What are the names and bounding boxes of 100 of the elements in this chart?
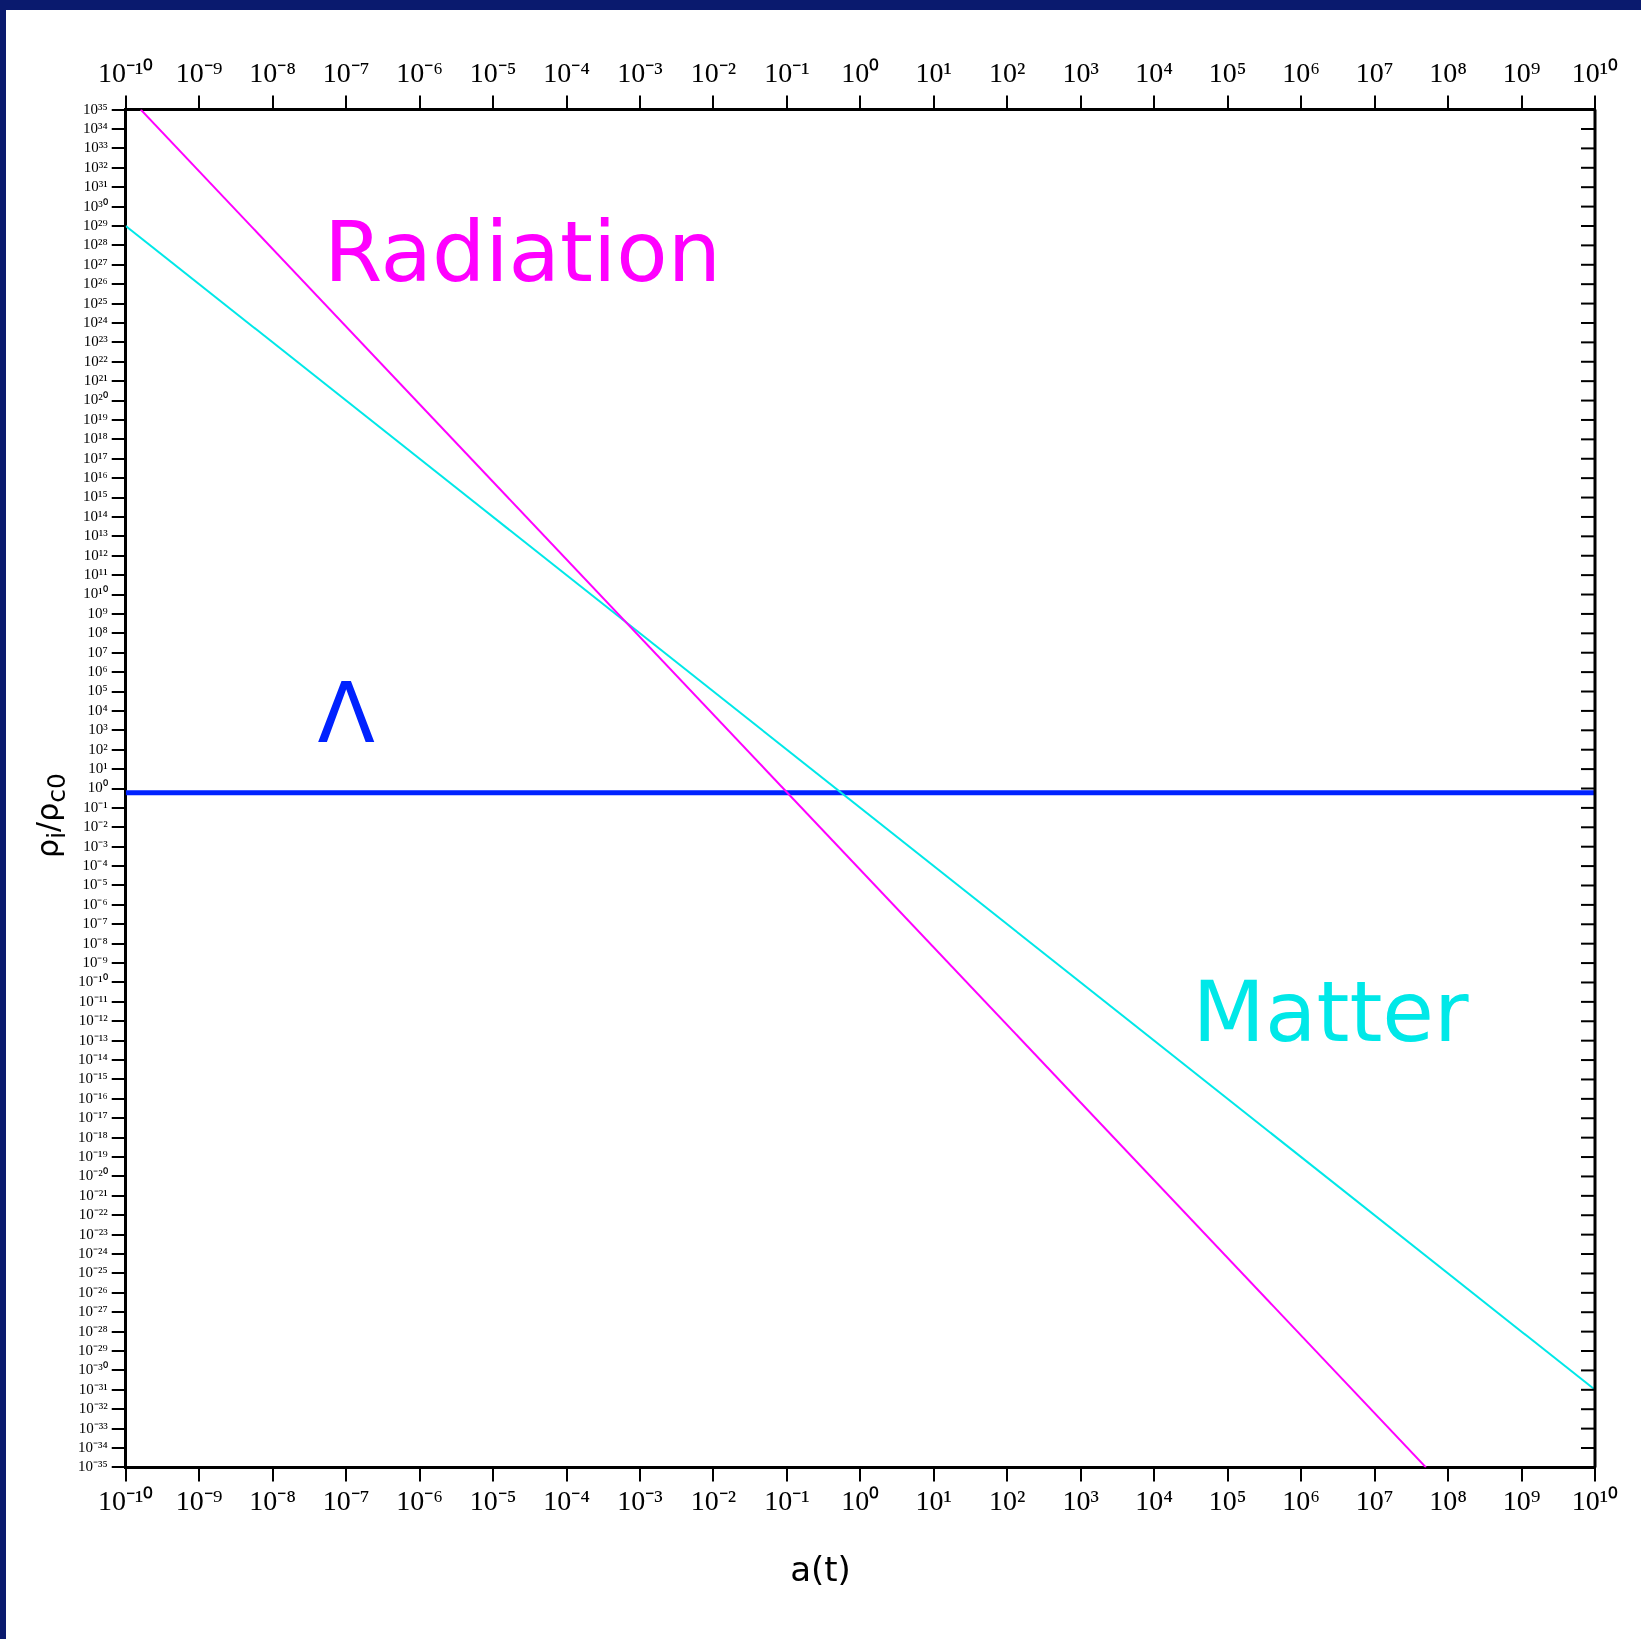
x-tick-label: 10⁻⁴	[543, 1484, 590, 1516]
y-tick-label: 10¹⁴	[82, 507, 108, 524]
x-tick-label: 10²	[989, 1484, 1026, 1516]
text: 10⁵	[1208, 57, 1247, 89]
y-tick-label: 10⁻¹⁵	[77, 1070, 108, 1087]
y-tick-label: 10¹⁸	[82, 430, 108, 447]
y-tick-label: 10⁰	[87, 779, 108, 796]
text: 10⁻⁴	[543, 57, 590, 89]
y-tick-label: 10²³	[83, 333, 109, 350]
y-tick-label: 10³	[88, 721, 109, 738]
y-tick-label: 10⁻³⁴	[77, 1438, 108, 1455]
y-tick-label: 10⁶	[87, 663, 108, 680]
y-tick-label: 10⁻²⁹	[77, 1341, 108, 1358]
y-tick-label: 10⁻³³	[78, 1419, 109, 1436]
y-tick-label: 10²⁸	[82, 236, 108, 253]
text: 10⁷	[1355, 57, 1394, 89]
y-tick-label: 10⁻¹¹	[78, 992, 108, 1009]
y-tick-label: 10⁸	[87, 624, 108, 641]
y-tick-label: 10⁻¹⁹	[77, 1147, 108, 1164]
y-tick-label: 10⁻¹³	[78, 1031, 109, 1048]
text: 10⁻⁸	[249, 57, 297, 89]
text: 10⁸	[1429, 57, 1467, 89]
x-tick-label: 10⁹	[1502, 1484, 1541, 1516]
y-tick-label: 10³²	[83, 158, 109, 175]
y-tick-label: 10⁻²¹	[78, 1186, 108, 1203]
y-tick-label: 10¹⁷	[82, 449, 108, 466]
y-tick-label: 10²⁶	[82, 275, 108, 292]
y-tick-label: 10⁻⁷	[82, 915, 108, 932]
x-tick-label: 10⁻⁷	[322, 1484, 370, 1516]
y-tick-label: 10⁻²⁵	[77, 1264, 108, 1281]
x-tick-label: 10⁶	[1282, 1484, 1321, 1516]
y-tick-label: 10²⁴	[82, 313, 108, 330]
y-tick-label: 10⁻³⁰	[78, 1361, 108, 1378]
y-tick-label: 10²⁷	[82, 255, 108, 272]
y-tick-label: 10³⁰	[83, 197, 108, 214]
x-tick-label: 10⁻⁹	[175, 1484, 223, 1516]
y-tick-label: 10²⁰	[83, 391, 108, 408]
y-tick-label: 10⁻⁸	[82, 934, 108, 951]
y-tick-label: 10⁻²⁴	[77, 1244, 108, 1261]
y-tick-label: 10²	[88, 740, 109, 757]
x-tick-label: 10⁵	[1208, 1484, 1247, 1516]
y-tick-label: 10³³	[83, 139, 109, 156]
y-tick-label: 10²¹	[83, 372, 108, 389]
y-tick-label: 10¹⁹	[82, 410, 108, 427]
text: 10³	[1062, 57, 1099, 89]
x-tick-label: 10⁻⁶	[396, 1484, 443, 1516]
y-tick-label: 10³⁵	[82, 100, 108, 117]
y-tick-label: 10⁻¹⁴	[77, 1051, 108, 1067]
x-tick-label: 10⁴	[1135, 1484, 1174, 1516]
y-tick-label: 10⁻¹⁷	[77, 1109, 108, 1126]
text: 10⁻²	[690, 57, 737, 89]
y-tick-label: 10⁻³¹	[78, 1380, 108, 1397]
text: 10⁰	[841, 57, 880, 89]
y-tick-label: 10²⁵	[82, 294, 108, 311]
text: 10⁻⁶	[396, 57, 443, 89]
x-tick-label: 10⁻²	[690, 1484, 737, 1516]
x-tick-label: 10⁰	[841, 1484, 880, 1516]
y-tick-label: 10⁻⁵	[82, 876, 108, 893]
y-tick-label: 10⁻⁹	[82, 954, 108, 971]
y-tick-label: 10¹²	[83, 546, 109, 563]
y-tick-label: 10⁻¹	[83, 798, 108, 815]
text: 10²	[989, 57, 1026, 89]
x-tick-label: 10⁷	[1355, 1484, 1394, 1516]
y-tick-label: 10⁻⁶	[82, 895, 108, 912]
y-tick-label: 10⁻¹⁰	[78, 973, 108, 990]
x-tick-label: 10³	[1062, 1484, 1099, 1516]
y-tick-label: 10⁻²⁷	[77, 1303, 108, 1320]
y-tick-label: 10⁻³²	[78, 1400, 109, 1417]
y-tick-label: 10⁹	[87, 604, 108, 621]
y-tick-label: 10⁻²⁸	[77, 1322, 108, 1339]
text: 10⁻³	[617, 57, 663, 89]
series-label: Matter	[1192, 963, 1470, 1062]
text: 10⁻⁷	[322, 57, 370, 89]
x-axis-title: a(t)	[789, 1549, 852, 1589]
text: 10¹	[915, 57, 953, 89]
text: 10⁻⁹	[175, 57, 223, 89]
y-tick-label: 10⁻³	[83, 837, 109, 854]
y-tick-label: 10¹⁵	[82, 488, 108, 505]
y-tick-label: 10⁷	[87, 643, 108, 660]
series-label: Radiation	[323, 202, 721, 301]
y-tick-label: 10¹⁰	[83, 585, 108, 602]
y-tick-label: 10¹³	[83, 527, 109, 544]
text: 10⁴	[1135, 57, 1174, 89]
text: 10¹⁰	[1571, 57, 1619, 89]
y-tick-label: 10⁻²⁰	[78, 1167, 108, 1184]
text: 10⁻¹	[764, 57, 810, 89]
x-tick-label: 10¹	[915, 1484, 953, 1516]
y-tick-label: 10⁵	[87, 682, 108, 699]
x-tick-label: 10⁻¹	[764, 1484, 810, 1516]
y-tick-label: 10²²	[83, 352, 109, 369]
x-tick-label: 10¹⁰	[1571, 1484, 1619, 1516]
y-tick-label: 10⁻¹⁶	[77, 1089, 108, 1106]
x-tick-label: 10⁸	[1429, 1484, 1467, 1516]
x-tick-label: 10⁻⁵	[469, 1484, 517, 1516]
y-tick-label: 10⁻²⁶	[77, 1283, 108, 1300]
text: 10⁶	[1282, 57, 1321, 89]
x-tick-label: 10⁻³	[617, 1484, 663, 1516]
y-tick-label: 10¹⁶	[82, 469, 108, 486]
y-tick-label: 10³¹	[83, 178, 108, 195]
y-tick-label: 10¹¹	[83, 566, 108, 583]
